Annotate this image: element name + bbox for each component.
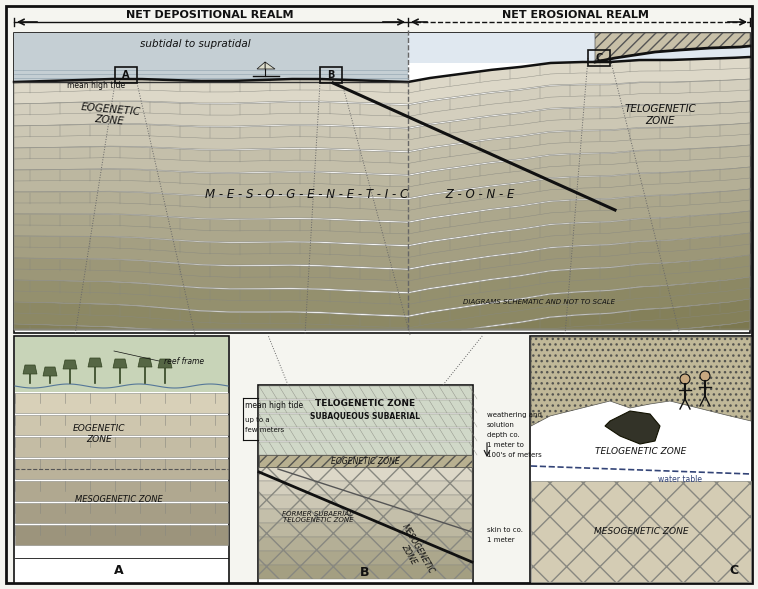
Polygon shape — [14, 233, 750, 292]
Polygon shape — [14, 255, 750, 316]
Text: A: A — [114, 564, 124, 577]
Text: DIAGRAMS SCHEMATIC AND NOT TO SCALE: DIAGRAMS SCHEMATIC AND NOT TO SCALE — [463, 299, 615, 305]
Polygon shape — [158, 360, 172, 369]
Bar — [320, 67, 342, 83]
Bar — [259, 481, 472, 495]
Text: EOGENETIC ZONE: EOGENETIC ZONE — [330, 456, 399, 465]
Text: up to a: up to a — [245, 417, 270, 423]
Text: M - E - S - O - G - E - N - E - T - I - C          Z - O - N - E: M - E - S - O - G - E - N - E - T - I - … — [205, 188, 515, 201]
Text: MESOGENETIC ZONE: MESOGENETIC ZONE — [75, 495, 163, 504]
Polygon shape — [63, 363, 77, 372]
Polygon shape — [265, 62, 275, 69]
Text: weathering and: weathering and — [487, 412, 542, 418]
Polygon shape — [531, 337, 751, 426]
Polygon shape — [257, 62, 265, 69]
Polygon shape — [14, 321, 750, 330]
Bar — [588, 50, 610, 66]
Bar — [14, 33, 750, 333]
Bar — [15, 525, 228, 545]
Bar — [259, 455, 472, 467]
Bar — [15, 481, 228, 501]
Text: SUBAQUEOUS SUBAERIAL: SUBAQUEOUS SUBAERIAL — [310, 412, 420, 422]
Text: EOGENETIC
ZONE: EOGENETIC ZONE — [79, 102, 141, 128]
Text: C: C — [729, 564, 738, 577]
Text: NET DEPOSITIONAL REALM: NET DEPOSITIONAL REALM — [127, 10, 294, 20]
Polygon shape — [14, 79, 750, 127]
Polygon shape — [113, 366, 127, 375]
Bar — [530, 336, 752, 583]
Polygon shape — [138, 367, 152, 376]
Bar — [259, 565, 472, 579]
Text: water table: water table — [658, 475, 702, 485]
Polygon shape — [14, 57, 750, 104]
Bar — [259, 428, 472, 441]
Text: reef frame: reef frame — [164, 356, 204, 366]
Bar — [259, 400, 472, 413]
Bar — [259, 495, 472, 509]
Text: TELOGENETIC
ZONE: TELOGENETIC ZONE — [624, 104, 696, 126]
Text: MESOGENETIC ZONE: MESOGENETIC ZONE — [594, 527, 688, 535]
Bar — [259, 386, 472, 399]
Bar — [259, 414, 472, 427]
Polygon shape — [14, 167, 750, 221]
Bar — [15, 503, 228, 523]
Polygon shape — [259, 455, 472, 467]
Polygon shape — [14, 33, 408, 82]
Text: B: B — [327, 70, 335, 80]
Circle shape — [700, 371, 710, 381]
Polygon shape — [14, 299, 750, 330]
Text: EOGENETIC
ZONE: EOGENETIC ZONE — [73, 424, 125, 444]
Bar — [258, 385, 473, 583]
Bar — [14, 336, 229, 583]
Bar — [15, 393, 228, 413]
Text: MESOGENETIC
ZONE: MESOGENETIC ZONE — [390, 523, 435, 581]
Bar — [15, 437, 228, 457]
Bar — [259, 467, 472, 481]
Text: solution: solution — [487, 422, 515, 428]
Bar — [15, 415, 228, 435]
Text: 1 meter to: 1 meter to — [487, 442, 524, 448]
Polygon shape — [43, 364, 57, 373]
Bar — [259, 509, 472, 523]
Polygon shape — [14, 123, 750, 174]
Polygon shape — [14, 101, 750, 151]
Text: B: B — [360, 567, 370, 580]
Polygon shape — [595, 33, 750, 62]
Bar — [259, 523, 472, 537]
Bar — [15, 337, 228, 392]
Text: subtidal to supratidal: subtidal to supratidal — [139, 39, 250, 49]
Bar — [15, 459, 228, 479]
Polygon shape — [23, 363, 37, 372]
Text: NET EROSIONAL REALM: NET EROSIONAL REALM — [502, 10, 648, 20]
Polygon shape — [14, 211, 750, 269]
Polygon shape — [14, 189, 750, 245]
Polygon shape — [88, 363, 102, 372]
Text: depth co.: depth co. — [487, 432, 520, 438]
Polygon shape — [14, 145, 750, 198]
Bar — [14, 33, 750, 63]
Text: 100's of meters: 100's of meters — [487, 452, 542, 458]
Text: A: A — [122, 70, 130, 80]
Bar — [115, 67, 137, 83]
Text: skin to co.: skin to co. — [487, 527, 523, 533]
Bar — [259, 442, 472, 455]
Polygon shape — [605, 411, 660, 444]
Bar — [531, 481, 751, 582]
Text: few meters: few meters — [245, 427, 284, 433]
Text: TELOGENETIC ZONE: TELOGENETIC ZONE — [315, 399, 415, 408]
Bar — [259, 551, 472, 565]
Text: 1 meter: 1 meter — [487, 537, 515, 543]
Circle shape — [680, 374, 690, 384]
Text: TELOGENETIC ZONE: TELOGENETIC ZONE — [595, 446, 687, 455]
Text: FORMER SUBAERIAL
TELOGENETIC ZONE: FORMER SUBAERIAL TELOGENETIC ZONE — [283, 511, 353, 524]
Text: mean high tide: mean high tide — [245, 401, 303, 409]
Text: C: C — [595, 53, 603, 63]
Bar — [259, 537, 472, 551]
Polygon shape — [14, 277, 750, 330]
Text: mean high tide: mean high tide — [67, 81, 125, 91]
